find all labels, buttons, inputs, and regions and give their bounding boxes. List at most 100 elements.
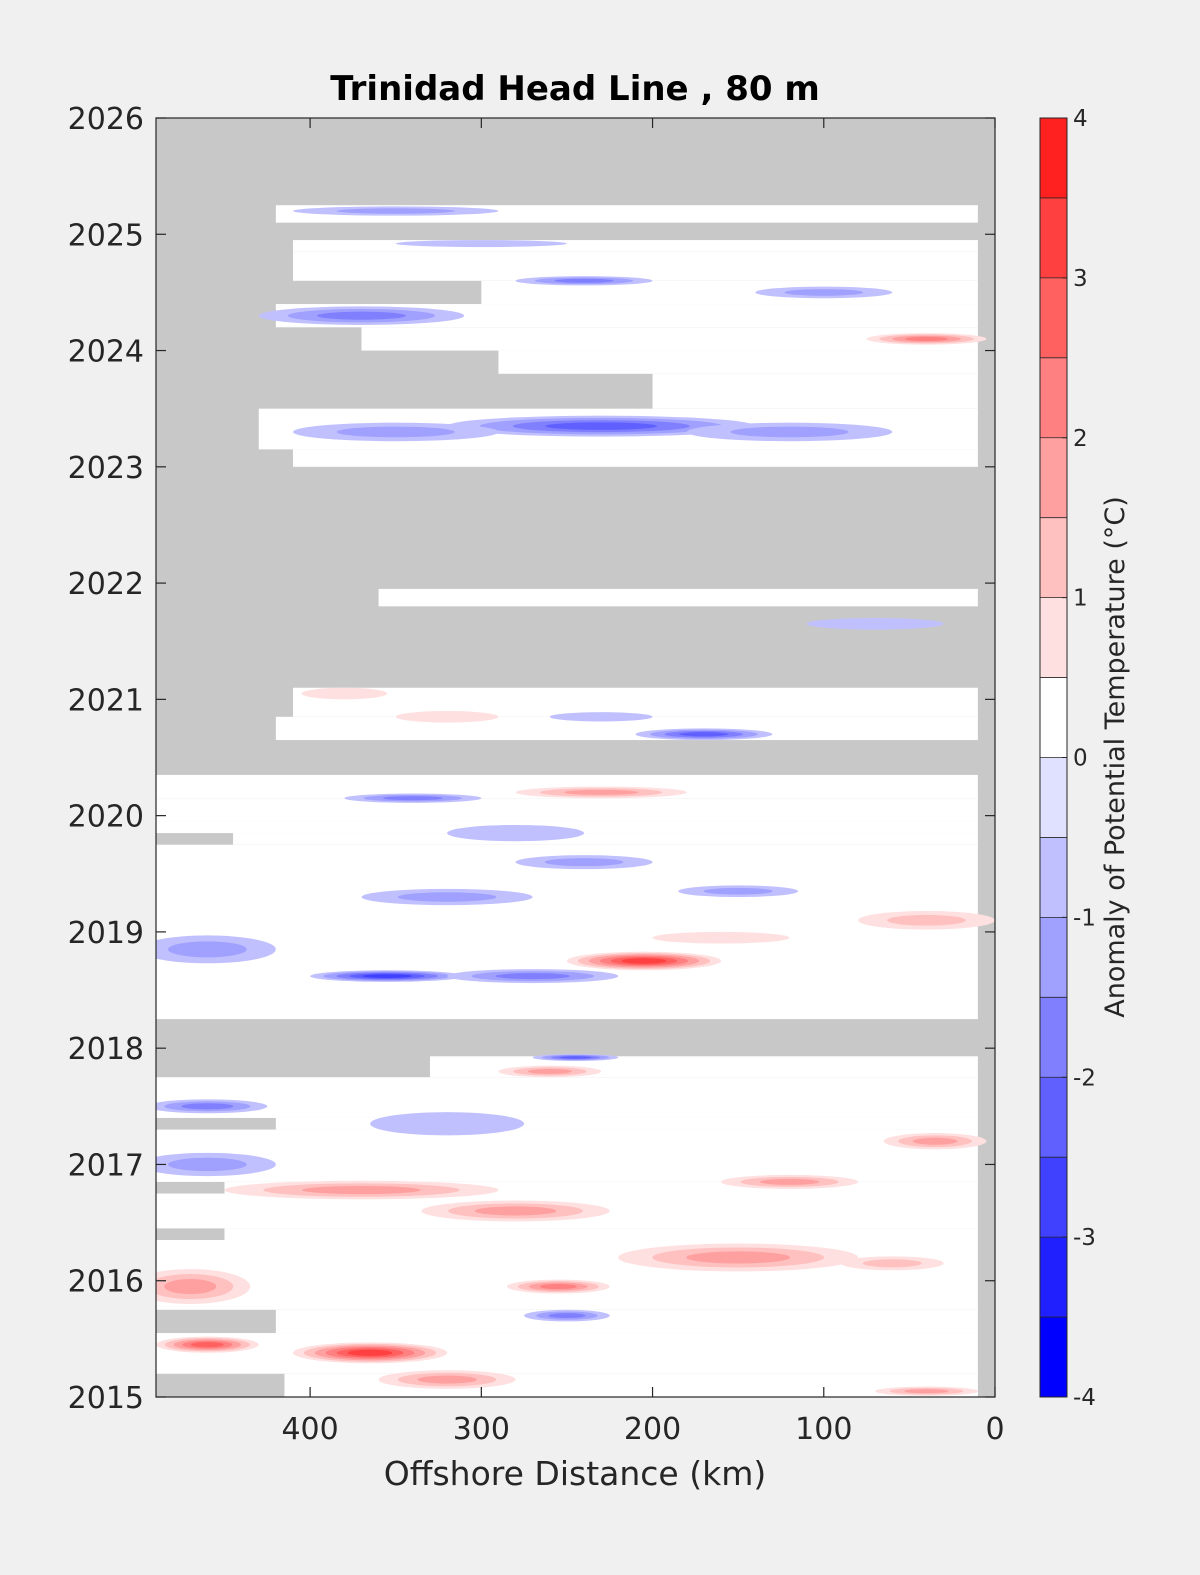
anomaly-contour <box>862 1259 922 1268</box>
anomaly-feature <box>156 935 276 964</box>
anomaly-contour <box>784 289 864 296</box>
colorbar-swatch <box>1040 837 1067 918</box>
valid-data-band <box>292 240 978 252</box>
colorbar-tick-label: -1 <box>1073 905 1096 931</box>
colorbar-swatch <box>1040 437 1067 518</box>
anomaly-contour <box>679 732 729 737</box>
anomaly-contour <box>167 1157 247 1172</box>
colorbar-tick-label: -3 <box>1073 1225 1096 1251</box>
anomaly-feature <box>840 1256 944 1271</box>
anomaly-feature <box>258 306 465 325</box>
anomaly-feature <box>395 710 499 723</box>
anomaly-contour <box>474 1206 557 1216</box>
anomaly-contour <box>686 1251 791 1264</box>
colorbar-tick-label: 2 <box>1073 426 1088 452</box>
y-tick-label: 2017 <box>68 1148 144 1183</box>
anomaly-contour <box>370 1112 525 1136</box>
valid-data-band <box>275 1117 978 1130</box>
anomaly-contour <box>167 941 247 958</box>
y-tick-label: 2023 <box>68 451 144 486</box>
valid-data-band <box>156 821 978 834</box>
y-tick-label: 2015 <box>68 1381 144 1416</box>
anomaly-contour <box>652 931 790 944</box>
anomaly-feature <box>156 1099 268 1114</box>
colorbar-swatch <box>1040 757 1067 838</box>
colorbar-swatch <box>1040 277 1067 358</box>
anomaly-contour <box>564 789 639 795</box>
anomaly-feature <box>866 333 987 345</box>
colorbar-swatch <box>1040 1237 1067 1318</box>
anomaly-contour <box>730 426 849 438</box>
anomaly-contour <box>447 824 585 842</box>
anomaly-feature <box>421 1200 610 1222</box>
anomaly-contour <box>912 1137 958 1145</box>
x-tick-label: 200 <box>624 1412 681 1447</box>
colorbar-tick-label: 4 <box>1073 106 1088 132</box>
y-tick-label: 2022 <box>68 567 144 602</box>
valid-data-band <box>292 449 978 467</box>
anomaly-feature <box>652 931 790 944</box>
colorbar-swatch <box>1040 997 1067 1078</box>
y-tick-label: 2020 <box>68 800 144 835</box>
anomaly-contour <box>301 687 388 700</box>
anomaly-contour <box>548 1313 586 1319</box>
colorbar-swatch <box>1040 517 1067 598</box>
anomaly-feature <box>156 1336 259 1353</box>
colorbar-swatch <box>1040 917 1067 998</box>
anomaly-contour <box>887 914 966 926</box>
anomaly-feature <box>515 786 687 799</box>
anomaly-feature <box>532 1053 619 1061</box>
anomaly-feature <box>875 1386 978 1396</box>
anomaly-contour <box>347 1349 393 1356</box>
colorbar-swatch <box>1040 1157 1067 1238</box>
anomaly-feature <box>378 1370 516 1389</box>
anomaly-feature <box>678 885 799 898</box>
colorbar-tick-label: 1 <box>1073 586 1088 612</box>
anomaly-contour <box>806 617 944 630</box>
anomaly-feature <box>858 910 995 930</box>
anomaly-contour <box>397 892 497 902</box>
anomaly-feature <box>883 1133 987 1150</box>
anomaly-feature <box>292 206 499 216</box>
anomaly-contour <box>539 1284 577 1290</box>
anomaly-contour <box>559 1056 592 1059</box>
anomaly-feature <box>292 1342 448 1364</box>
anomaly-feature <box>566 951 722 971</box>
anomaly-contour <box>621 958 667 964</box>
anomaly-feature <box>721 1174 859 1189</box>
anomaly-contour <box>545 422 658 430</box>
valid-data-band <box>481 280 978 305</box>
colorbar-swatch <box>1040 197 1067 278</box>
valid-data-band <box>156 1077 978 1118</box>
colorbar-swatch <box>1040 677 1067 758</box>
anomaly-feature <box>310 970 465 982</box>
colorbar-tick-label: 3 <box>1073 266 1088 292</box>
y-axis: 2015 2016 2017 2018 2019 2020 2021 2022 2023 2024… <box>68 102 995 1416</box>
x-axis: 400 300 200 100 0 <box>281 118 1005 1447</box>
x-tick-label: 0 <box>985 1412 1004 1447</box>
valid-data-band <box>275 1309 978 1334</box>
x-tick-label: 100 <box>795 1412 852 1447</box>
anomaly-feature <box>156 1152 276 1177</box>
valid-data-band <box>156 1240 978 1310</box>
anomaly-contour <box>336 208 455 214</box>
anomaly-contour <box>395 240 567 248</box>
valid-data-band <box>378 588 978 607</box>
colorbar-swatch <box>1040 1077 1067 1158</box>
anomaly-feature <box>524 1309 610 1322</box>
anomaly-contour <box>383 796 443 801</box>
anomaly-feature <box>344 793 482 803</box>
valid-data-band <box>275 304 978 328</box>
plot-area <box>155 117 996 1398</box>
anomaly-feature <box>549 712 653 722</box>
anomaly-contour <box>336 426 455 438</box>
anomaly-field <box>156 205 995 1397</box>
anomaly-feature <box>447 969 619 984</box>
anomaly-feature <box>515 855 653 870</box>
valid-data-band <box>361 327 978 351</box>
valid-data-band <box>156 774 978 799</box>
anomaly-contour <box>904 1389 949 1394</box>
valid-data-band <box>224 1181 978 1194</box>
y-tick-label: 2018 <box>68 1032 144 1067</box>
anomaly-contour <box>181 1103 234 1110</box>
